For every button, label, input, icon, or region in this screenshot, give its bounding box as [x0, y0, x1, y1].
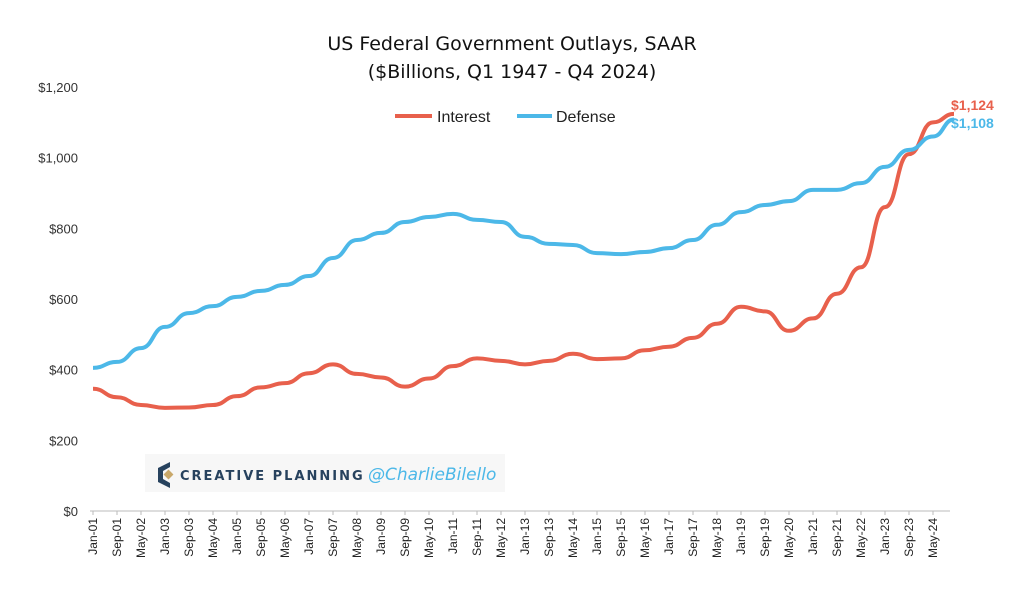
x-tick-label: Jan-01: [86, 518, 100, 555]
x-tick-label: Sep-13: [542, 518, 556, 557]
x-tick-label: Jan-11: [446, 518, 460, 554]
chart-title: US Federal Government Outlays, SAAR: [327, 33, 696, 55]
chart-subtitle: ($Billions, Q1 1947 - Q4 2024): [368, 61, 657, 83]
y-tick-label: $600: [49, 292, 78, 307]
x-tick-label: Sep-19: [758, 518, 772, 557]
legend: Interest Defense: [395, 109, 616, 126]
x-tick-label: May-22: [854, 518, 868, 558]
x-tick-label: May-24: [926, 518, 940, 558]
x-axis: Jan-01 Sep-01 May-02 Jan-03 Sep-03 May-04 Jan-…: [86, 511, 940, 558]
legend-label-interest: Interest: [437, 109, 491, 126]
x-tick-label: Sep-09: [398, 518, 412, 557]
y-tick-label: $0: [64, 504, 78, 519]
end-label-interest: $1,124: [951, 97, 994, 113]
x-tick-label: May-18: [710, 518, 724, 558]
y-tick-label: $1,200: [38, 80, 78, 95]
series-line-interest: [92, 111, 955, 410]
x-tick-label: Jan-23: [878, 518, 892, 555]
x-tick-label: Jan-13: [518, 518, 532, 555]
x-tick-label: May-02: [134, 518, 148, 558]
x-tick-label: Sep-11: [470, 518, 484, 556]
x-tick-label: Sep-01: [110, 518, 124, 557]
x-tick-label: Jan-05: [230, 518, 244, 555]
y-axis: $0 $200 $400 $600 $800 $1,000 $1,200: [38, 80, 78, 519]
x-tick-label: May-14: [566, 518, 580, 558]
series-line-defense: [92, 117, 955, 370]
watermark: CREATIVE PLANNING @CharlieBilello: [145, 454, 505, 492]
x-tick-label: Jan-09: [374, 518, 388, 555]
x-tick-label: May-20: [782, 518, 796, 558]
x-tick-label: Sep-03: [182, 518, 196, 557]
watermark-background: [145, 454, 505, 492]
y-tick-label: $1,000: [38, 151, 78, 166]
watermark-handle: @CharlieBilello: [368, 465, 496, 485]
series-lines: [92, 111, 955, 410]
creative-planning-logo-icon: [158, 462, 174, 488]
x-tick-label: Sep-23: [902, 518, 916, 557]
x-tick-label: Jan-03: [158, 518, 172, 555]
x-tick-label: May-12: [494, 518, 508, 558]
x-tick-label: Jan-21: [806, 518, 820, 555]
x-tick-label: Jan-15: [590, 518, 604, 555]
x-tick-label: May-08: [350, 518, 364, 558]
x-tick-label: Jan-07: [302, 518, 316, 555]
end-label-defense: $1,108: [951, 115, 994, 131]
x-tick-label: Sep-15: [614, 518, 628, 557]
x-tick-label: May-16: [638, 518, 652, 558]
watermark-brand: CREATIVE PLANNING: [180, 469, 365, 484]
x-tick-label: May-10: [422, 518, 436, 558]
x-tick-label: Sep-21: [830, 518, 844, 557]
legend-label-defense: Defense: [556, 109, 616, 126]
x-tick-label: Sep-07: [326, 518, 340, 557]
x-tick-label: Jan-19: [734, 518, 748, 555]
y-tick-label: $400: [49, 363, 78, 378]
x-tick-label: May-04: [206, 518, 220, 558]
y-tick-label: $800: [49, 221, 78, 236]
x-tick-label: Jan-17: [662, 518, 676, 555]
x-tick-label: Sep-05: [254, 518, 268, 557]
y-tick-label: $200: [49, 433, 78, 448]
x-tick-label: Sep-17: [686, 518, 700, 557]
x-tick-label: May-06: [278, 518, 292, 558]
